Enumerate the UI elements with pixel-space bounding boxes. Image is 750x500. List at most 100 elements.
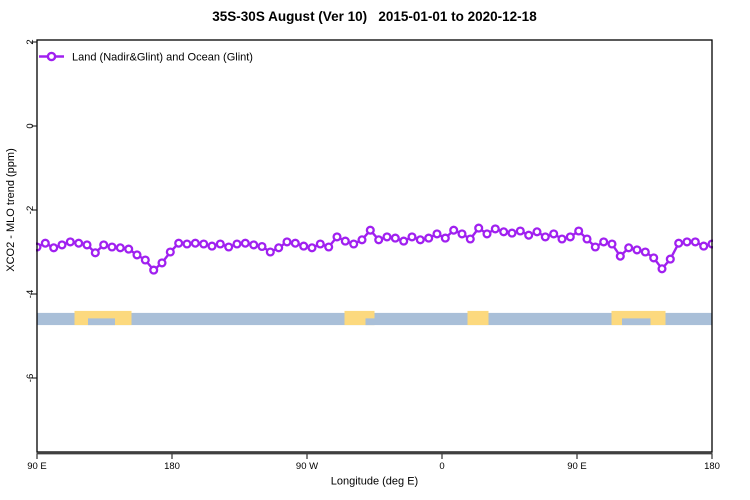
data-point [265,247,275,257]
data-point [399,236,409,246]
legend-marker-icon [46,51,57,62]
data-point [282,237,292,247]
data-point [449,225,459,235]
x-tick-label: 90 E [27,461,47,472]
data-point [382,232,392,242]
data-point [432,229,442,239]
data-point [549,229,559,239]
water-notch [365,318,375,326]
x-tick-label: 180 [704,461,720,472]
data-point [690,237,700,247]
data-point [99,240,109,250]
data-point [507,228,517,238]
map-strip [37,310,712,326]
x-tick-label: 90 E [567,461,587,472]
data-point [665,254,675,264]
data-point [132,250,142,260]
data-point [649,253,659,263]
data-point [274,243,284,253]
data-point [465,234,475,244]
data-point [640,247,650,257]
data-point [474,223,484,233]
y-tick-label: -2 [25,206,36,214]
data-point [415,235,425,245]
data-series [36,223,713,275]
data-point [257,241,267,252]
data-point [65,237,75,247]
data-point [182,239,192,249]
data-point [699,241,709,251]
data-point [340,236,350,246]
data-point [149,265,159,275]
data-point [590,242,600,252]
data-point [424,233,434,243]
data-point [232,239,242,249]
data-point [90,248,100,258]
data-point [632,245,642,255]
data-point [349,239,359,249]
data-point [140,255,150,265]
data-point [390,233,400,243]
y-tick-label: -4 [25,290,36,298]
x-tick-label: 90 W [296,461,318,472]
data-point [357,235,367,245]
data-point [374,235,384,245]
data-point [607,239,617,249]
data-point [199,239,209,249]
data-point [157,258,167,268]
data-point [190,238,200,248]
data-point [240,238,250,248]
data-point [565,232,575,242]
data-point [582,234,592,244]
x-axis: 90 E 180 90 W 0 90 E 180 [27,452,720,472]
y-tick-label: -6 [25,374,36,382]
data-point [324,242,334,252]
data-point [224,242,234,252]
data-point [499,227,509,237]
y-tick-label: 0 [25,123,36,128]
data-point [532,227,542,237]
data-point [332,232,342,242]
data-point [440,233,450,243]
land-segment [467,310,489,326]
data-point [249,240,259,250]
series-line [36,226,713,272]
y-axis: 2 0 -2 -4 -6 [25,39,37,382]
data-point [82,240,92,250]
data-point [482,229,492,239]
x-tick-label: 180 [164,461,180,472]
x-axis-title: Longitude (deg E) [331,476,418,488]
data-point [115,243,125,253]
data-point [74,238,84,248]
data-point [574,226,584,236]
y-tick-label: 2 [25,39,36,44]
legend: Land (Nadir&Glint) and Ocean (Glint) [39,52,253,64]
data-point [599,237,609,247]
data-point [540,232,550,242]
data-point [40,238,50,248]
x-tick-label: 0 [439,461,444,472]
data-point [107,242,117,252]
data-point [57,240,67,250]
chart-title: 35S-30S August (Ver 10) 2015-01-01 to 20… [212,9,537,24]
data-point [174,238,184,248]
data-point [124,244,134,254]
data-point [457,229,467,239]
data-point [365,225,375,235]
data-point [307,243,317,253]
data-point [299,241,309,251]
data-point [515,226,525,236]
data-point [215,239,225,249]
data-point [490,224,500,234]
data-point [290,238,300,248]
data-point [207,241,217,251]
legend-label: Land (Nadir&Glint) and Ocean (Glint) [72,52,253,64]
y-axis-title: XCO2 - MLO trend (ppm) [5,148,17,271]
data-point [615,251,625,261]
data-point [524,230,534,240]
water-notch [622,318,651,326]
data-point [49,243,59,253]
data-point [674,238,684,248]
data-point [407,232,417,242]
